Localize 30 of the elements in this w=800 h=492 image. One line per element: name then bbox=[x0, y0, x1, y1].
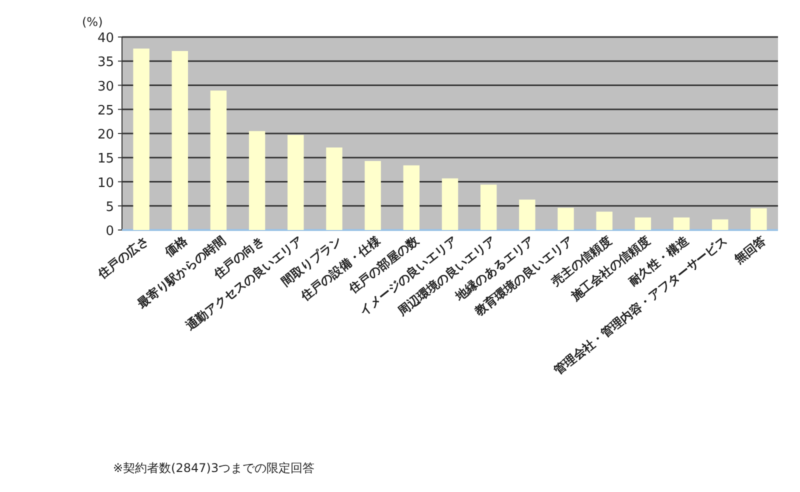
bar bbox=[519, 200, 536, 230]
text: ※契約者数(2847)3つまでの限定回答 bbox=[113, 461, 315, 475]
x-tick-label: 無回答 bbox=[730, 232, 770, 268]
y-tick-label: 0 bbox=[106, 224, 114, 239]
bar bbox=[403, 165, 420, 230]
bar bbox=[248, 131, 266, 230]
bar bbox=[558, 208, 574, 230]
bar bbox=[750, 208, 767, 230]
y-tick-label: 30 bbox=[97, 79, 114, 94]
bar bbox=[596, 212, 612, 230]
bar bbox=[210, 90, 227, 230]
y-tick-label: 5 bbox=[106, 200, 114, 215]
y-tick-label: 35 bbox=[97, 55, 114, 70]
x-tick-label: 価格 bbox=[161, 232, 191, 260]
bar bbox=[133, 48, 150, 230]
bar bbox=[480, 184, 497, 230]
y-tick-label: 40 bbox=[97, 31, 114, 46]
bar bbox=[442, 178, 458, 230]
y-axis-title: (%) bbox=[82, 15, 103, 29]
bar bbox=[673, 217, 690, 230]
bar bbox=[364, 161, 381, 230]
bar bbox=[172, 50, 188, 230]
y-tick-label: 10 bbox=[97, 176, 114, 191]
y-tick-label: 15 bbox=[97, 152, 114, 167]
bar bbox=[712, 219, 728, 230]
bar bbox=[288, 134, 304, 230]
y-tick-label: 20 bbox=[97, 128, 114, 142]
y-tick-label: 25 bbox=[97, 103, 114, 118]
bar bbox=[634, 217, 652, 230]
bar bbox=[326, 147, 342, 230]
